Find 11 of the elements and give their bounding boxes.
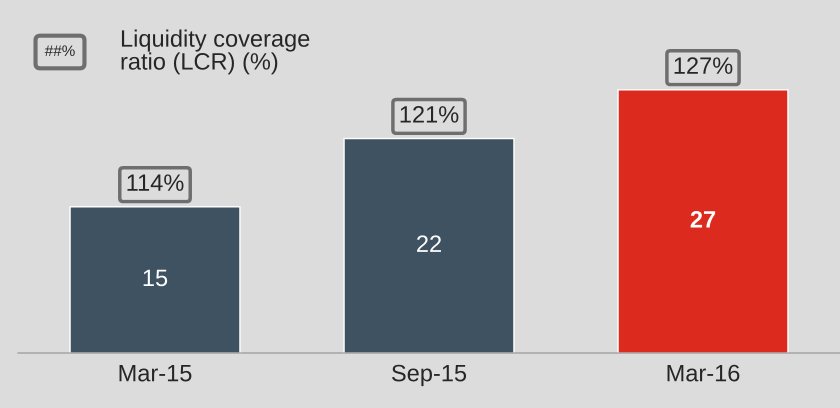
data-label: 15: [144, 270, 168, 286]
x-tick-label: Mar-15: [120, 364, 192, 382]
annotation: ##%: [44, 45, 75, 56]
annotation: 127%: [674, 57, 732, 74]
annotation: 121%: [400, 106, 458, 123]
annotation: Liquidity coverage ratio (LCR) (%): [122, 30, 310, 74]
data-label: 27: [690, 211, 716, 228]
x-tick-label: Mar-16: [668, 364, 740, 382]
data-label: 22: [417, 235, 441, 252]
x-tick-label: Sep-15: [392, 364, 466, 386]
annotation: 114%: [127, 174, 184, 191]
